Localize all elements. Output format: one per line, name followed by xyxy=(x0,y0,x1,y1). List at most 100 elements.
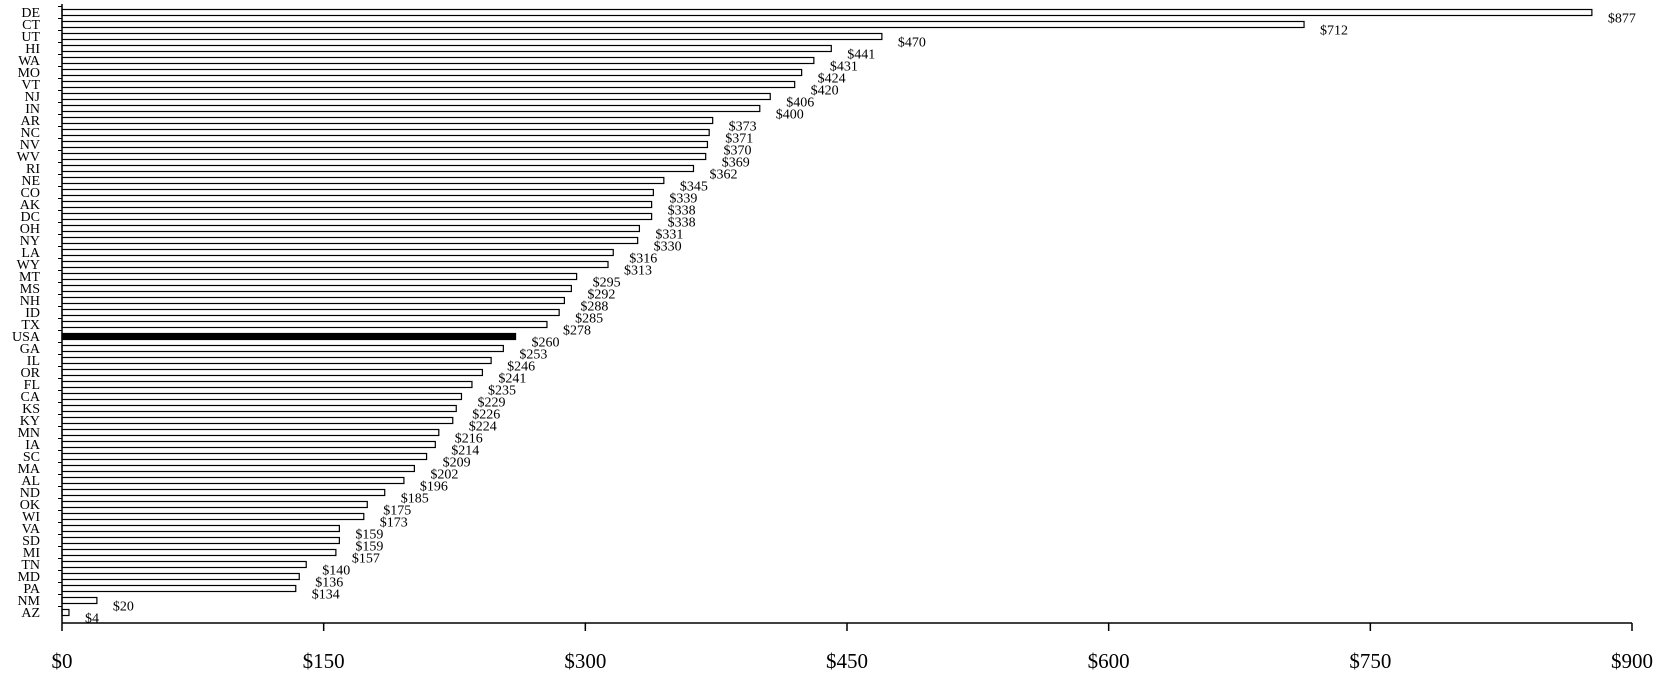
category-label-ky: KY xyxy=(20,414,40,429)
bar-la xyxy=(61,248,614,257)
value-label-wa: $431 xyxy=(830,60,858,75)
value-label-pa: $134 xyxy=(312,588,340,603)
bar-co xyxy=(61,188,654,197)
x-axis: $0 $150 $300 $450 $600 $750 $900 xyxy=(52,4,1653,673)
bar-wa xyxy=(61,56,815,65)
category-label-ia: IA xyxy=(25,438,41,453)
value-label-id: $285 xyxy=(575,312,603,327)
category-label-mo: MO xyxy=(17,66,40,81)
value-label-tx: $278 xyxy=(563,324,591,339)
category-label-ak: AK xyxy=(20,198,40,213)
category-label-ut: UT xyxy=(21,30,40,45)
category-label-ny: NY xyxy=(20,234,40,249)
category-label-va: VA xyxy=(22,522,41,537)
category-label-wa: WA xyxy=(18,54,41,69)
value-label-ar: $373 xyxy=(729,120,757,135)
bar-nj xyxy=(61,92,771,101)
category-label-oh: OH xyxy=(20,222,40,237)
category-label-hi: HI xyxy=(25,42,40,57)
bar-wi xyxy=(61,512,365,521)
value-label-az: $4 xyxy=(85,612,99,627)
value-label-nv: $370 xyxy=(723,144,751,159)
x-tick-label: $0 xyxy=(52,649,73,673)
category-label-ma: MA xyxy=(17,462,40,477)
bar-nd xyxy=(61,488,386,497)
x-tick-label: $150 xyxy=(303,649,345,673)
value-label-ut: $470 xyxy=(898,36,926,51)
bar-ma xyxy=(61,464,415,473)
bar-ky xyxy=(61,416,454,425)
category-label-ne: NE xyxy=(21,174,40,189)
bar-ca xyxy=(61,392,463,401)
bar-ms xyxy=(61,284,572,293)
value-label-in: $400 xyxy=(776,108,804,123)
category-label-ar: AR xyxy=(21,114,41,129)
category-label-or: OR xyxy=(21,366,41,381)
category-label-nv: NV xyxy=(20,138,40,153)
value-label-nh: $288 xyxy=(580,300,608,315)
category-label-in: IN xyxy=(25,102,40,117)
category-label-wv: WV xyxy=(17,150,40,165)
value-label-ca: $229 xyxy=(477,396,505,411)
category-label-sd: SD xyxy=(22,534,40,549)
value-label-ia: $214 xyxy=(451,444,479,459)
bar-ia xyxy=(61,440,436,449)
bar-wy xyxy=(61,260,609,269)
bar-fl xyxy=(61,380,473,389)
value-label-dc: $338 xyxy=(668,216,696,231)
value-label-vt: $420 xyxy=(811,84,839,99)
bars xyxy=(61,8,1593,617)
bar-de xyxy=(61,8,1593,17)
value-label-mt: $295 xyxy=(593,276,621,291)
x-tick-label: $900 xyxy=(1611,649,1653,673)
bar-il xyxy=(61,356,492,365)
bar-ks xyxy=(61,404,457,413)
value-label-ak: $338 xyxy=(668,204,696,219)
bar-or xyxy=(61,368,484,377)
value-label-mn: $216 xyxy=(455,432,483,447)
value-label-ny: $330 xyxy=(654,240,682,255)
value-label-la: $316 xyxy=(629,252,657,267)
value-label-ct: $712 xyxy=(1320,24,1348,39)
category-label-ok: OK xyxy=(20,498,40,513)
bar-nc xyxy=(61,128,710,137)
value-label-wi: $173 xyxy=(380,516,408,531)
category-label-mn: MN xyxy=(17,426,40,441)
bar-ut xyxy=(61,32,883,41)
bar-al xyxy=(61,476,405,485)
category-label-az: AZ xyxy=(21,606,40,621)
bar-usa xyxy=(61,332,517,341)
value-label-hi: $441 xyxy=(847,48,875,63)
category-label-tn: TN xyxy=(21,558,40,573)
category-label-nh: NH xyxy=(20,294,40,309)
category-label-nm: NM xyxy=(17,594,40,609)
value-label-ks: $226 xyxy=(472,408,500,423)
value-label-wv: $369 xyxy=(722,156,750,171)
category-label-nd: ND xyxy=(20,486,40,501)
value-label-al: $196 xyxy=(420,480,448,495)
bar-ri xyxy=(61,164,695,173)
bar-mo xyxy=(61,68,803,77)
x-tick-label: $450 xyxy=(826,649,868,673)
bar-ak xyxy=(61,200,653,209)
bar-sc xyxy=(61,452,428,461)
bar-md xyxy=(61,572,300,581)
bar-va xyxy=(61,524,340,533)
category-label-ms: MS xyxy=(20,282,40,297)
bar-vt xyxy=(61,80,796,89)
category-label-ca: CA xyxy=(21,390,41,405)
value-label-de: $877 xyxy=(1608,12,1636,27)
bar-in xyxy=(61,104,761,113)
bar-sd xyxy=(61,536,340,545)
value-label-ga: $253 xyxy=(519,348,547,363)
bar-mt xyxy=(61,272,578,281)
category-labels: DECTUTHIWAMOVTNJINARNCNVWVRINECOAKDCOHNY… xyxy=(12,6,41,621)
bar-nv xyxy=(61,140,709,149)
value-label-oh: $331 xyxy=(655,228,683,243)
value-label-ma: $202 xyxy=(430,468,458,483)
bar-nm xyxy=(61,596,98,605)
bar-ny xyxy=(61,236,639,245)
value-label-co: $339 xyxy=(669,192,697,207)
bar-ct xyxy=(61,20,1305,29)
